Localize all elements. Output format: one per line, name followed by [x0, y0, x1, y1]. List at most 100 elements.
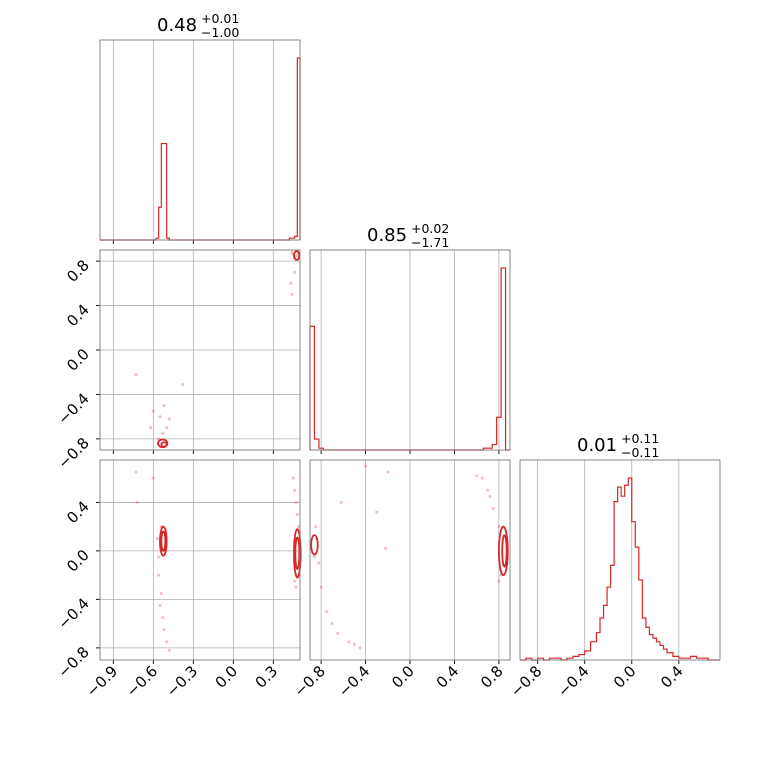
- scatter-2-1-frame: [309, 459, 511, 661]
- scatter-1-0-sample-point: [149, 426, 153, 430]
- scatter-panel-param-2-vs-1: −0.8 −0.4 0.0 0.4 0.8: [290, 459, 511, 701]
- scatter-2-1-sample-point: [339, 500, 343, 504]
- scatter-2-0-frame: [99, 459, 301, 661]
- scatter-1-0-ytick-label: 0.8: [63, 256, 93, 286]
- title-param-2-minus: −0.11: [621, 445, 659, 460]
- scatter-2-0-sample-point: [295, 513, 299, 517]
- scatter-2-1-sample-point: [358, 646, 362, 650]
- scatter-2-1-contour: [497, 525, 509, 577]
- scatter-2-1-sample-point: [486, 488, 490, 492]
- scatter-1-0-sample-point: [181, 382, 185, 386]
- scatter-2-0-ytick-label: 0.0: [63, 546, 93, 576]
- scatter-2-1-xtick-label: 0.4: [433, 662, 463, 692]
- scatter-2-0-ytick-label: −0.8: [54, 643, 92, 681]
- scatter-2-0-sample-point: [155, 537, 159, 541]
- scatter-2-1-sample-point: [352, 642, 356, 646]
- scatter-2-0-sample-point: [297, 525, 301, 529]
- scatter-2-1-sample-point: [386, 470, 390, 474]
- scatter-2-0-sample-point: [157, 573, 161, 577]
- scatter-2-0-xtick-label: 0.0: [212, 662, 242, 692]
- scatter-2-0-contour: [160, 530, 167, 552]
- scatter-2-1-contour: [501, 534, 508, 568]
- scatter-1-0-sample-point: [161, 431, 165, 435]
- scatter-2-1-xtick-label: −0.4: [335, 662, 373, 700]
- scatter-2-0-sample-point: [161, 616, 165, 620]
- scatter-2-1-sample-point: [336, 631, 340, 635]
- title-param-1-minus: −1.71: [411, 235, 449, 250]
- scatter-panel-param-2-vs-0: −0.9 −0.6 −0.3 0.0 0.3 0.4 0.0 −0.4 −0.8: [54, 459, 302, 701]
- scatter-2-0-ytick-label: 0.4: [63, 498, 93, 528]
- scatter-1-0-contour: [293, 250, 301, 261]
- scatter-1-0-sample-point: [290, 250, 294, 254]
- histogram-panel-param-2: −0.8 −0.4 0.0 0.4: [507, 459, 721, 701]
- title-param-1-value: 0.85: [367, 225, 407, 246]
- scatter-2-1-contour: [310, 534, 319, 556]
- scatter-2-0-xtick-label: −0.6: [123, 662, 161, 700]
- scatter-2-0-xtick-label: −0.9: [83, 662, 121, 700]
- scatter-2-0-sample-point: [294, 585, 298, 589]
- scatter-2-1-sample-point: [325, 610, 329, 614]
- scatter-1-0-contour: [160, 441, 168, 448]
- scatter-2-0-sample-point: [294, 500, 298, 504]
- scatter-2-1-sample-point: [317, 561, 321, 565]
- scatter-2-1-xtick-label: 0.8: [477, 662, 507, 692]
- histogram-panel-param-1: [309, 249, 511, 454]
- scatter-1-0-sample-point: [167, 417, 171, 421]
- scatter-2-0-sample-point: [293, 579, 297, 583]
- title-param-2-value: 0.01: [577, 435, 617, 456]
- hist-0-frame: [99, 39, 301, 241]
- hist-2-xtick-label: 0.4: [657, 662, 687, 692]
- scatter-2-1-sample-point: [319, 585, 323, 589]
- hist-2-xtick-label: 0.0: [610, 662, 640, 692]
- scatter-2-0-sample-point: [162, 628, 166, 632]
- scatter-2-0-sample-point: [135, 500, 139, 504]
- scatter-2-0-contour: [159, 525, 168, 557]
- scatter-2-1-sample-point: [488, 494, 492, 498]
- scatter-2-1-sample-point: [312, 555, 316, 559]
- scatter-1-0-sample-point: [158, 415, 162, 419]
- scatter-2-0-sample-point: [151, 476, 155, 480]
- scatter-2-1-sample-point: [480, 476, 484, 480]
- scatter-2-1-sample-point: [491, 506, 495, 510]
- scatter-1-0-sample-point: [165, 426, 169, 430]
- scatter-1-0-ytick-label: 0.0: [63, 345, 93, 375]
- histogram-panel-param-0: [99, 39, 301, 244]
- title-param-1-plus: +0.02: [411, 221, 449, 236]
- hist-2-steps: [520, 477, 720, 661]
- scatter-1-0-sample-point: [134, 372, 138, 376]
- scatter-2-1-sample-point: [384, 546, 388, 550]
- scatter-2-1-sample-point: [347, 640, 351, 644]
- scatter-2-0-sample-point: [158, 603, 162, 607]
- scatter-2-0-sample-point: [165, 640, 169, 644]
- scatter-2-1-xtick-label: −0.8: [290, 662, 328, 700]
- scatter-1-0-ytick-label: −0.4: [54, 390, 92, 428]
- scatter-1-0-sample-point: [290, 292, 294, 296]
- scatter-2-1-sample-point: [475, 474, 479, 478]
- scatter-2-1-xtick-label: 0.0: [388, 662, 418, 692]
- title-param-0-plus: +0.01: [201, 11, 239, 26]
- hist-0-steps: [100, 57, 301, 241]
- scatter-2-0-sample-point: [293, 488, 297, 492]
- hist-2-frame: [519, 459, 721, 661]
- scatter-2-0-ytick-label: −0.4: [54, 594, 92, 632]
- hist-2-xtick-label: −0.8: [507, 662, 545, 700]
- scatter-2-0-contour: [294, 536, 301, 570]
- scatter-2-0-xtick-label: 0.3: [252, 662, 282, 692]
- scatter-2-0-xtick-label: −0.3: [163, 662, 201, 700]
- scatter-2-0-sample-point: [134, 470, 138, 474]
- scatter-1-0-sample-point: [289, 281, 293, 285]
- scatter-2-0-sample-point: [167, 648, 171, 652]
- scatter-2-1-sample-point: [330, 622, 334, 626]
- hist-2-xtick-label: −0.4: [554, 662, 592, 700]
- title-param-0-minus: −1.00: [201, 25, 239, 40]
- title-param-0-value: 0.48: [157, 15, 197, 36]
- scatter-2-0-sample-point: [159, 591, 163, 595]
- scatter-1-0-sample-point: [151, 409, 155, 413]
- scatter-2-1-sample-point: [497, 525, 501, 529]
- scatter-1-0-ytick-label: −0.8: [54, 434, 92, 472]
- scatter-2-0-sample-point: [291, 476, 295, 480]
- scatter-1-0-frame: [99, 249, 301, 451]
- scatter-panel-param-1-vs-0: 0.8 0.4 0.0 −0.4 −0.8: [54, 249, 301, 472]
- scatter-2-1-sample-point: [497, 579, 501, 583]
